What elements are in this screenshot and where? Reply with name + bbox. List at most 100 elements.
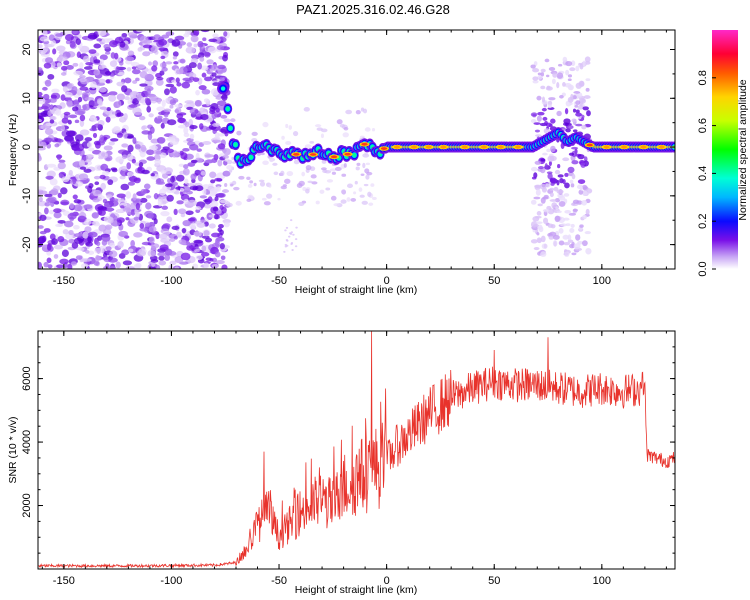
noise-blob <box>575 100 581 106</box>
noise-blob <box>72 30 79 35</box>
noise-blob <box>219 204 224 210</box>
noise-blob <box>131 91 139 96</box>
noise-blob <box>532 80 539 84</box>
noise-blob <box>186 242 192 247</box>
noise-blob <box>136 94 142 101</box>
noise-blob <box>108 91 118 96</box>
noise-blob <box>117 241 124 249</box>
noise-blob <box>116 112 124 117</box>
noise-blob <box>201 245 207 252</box>
noise-blob <box>548 160 552 167</box>
noise-blob <box>197 52 205 59</box>
noise-blob <box>68 238 75 244</box>
noise-blob <box>146 88 151 96</box>
noise-blob <box>218 223 224 229</box>
y-tick-label: -20 <box>21 237 33 253</box>
noise-blob <box>62 229 69 235</box>
noise-blob <box>64 33 74 41</box>
noise-blob <box>217 159 223 167</box>
noise-blob <box>557 63 563 67</box>
noise-blob <box>150 259 159 263</box>
noise-blob <box>56 62 62 68</box>
noise-blob <box>108 257 118 263</box>
noise-blob <box>111 111 117 115</box>
noise-blob <box>567 74 573 78</box>
noise-blob <box>57 236 65 243</box>
noise-blob <box>184 178 189 185</box>
noise-blob <box>109 60 118 67</box>
noise-blob <box>161 205 169 210</box>
noise-blob <box>152 60 159 67</box>
noise-blob <box>61 176 70 183</box>
noise-blob <box>123 131 128 139</box>
noise-blob <box>49 98 57 103</box>
noise-blob <box>111 127 121 133</box>
noise-blob <box>56 154 62 161</box>
noise-blob <box>60 125 65 132</box>
noise-blob <box>326 179 334 183</box>
noise-blob <box>139 223 145 229</box>
noise-blob <box>38 196 43 203</box>
noise-blob <box>578 100 584 106</box>
noise-blob <box>127 248 134 253</box>
noise-blob <box>559 177 564 184</box>
noise-blob <box>238 175 245 180</box>
noise-blob <box>556 110 562 117</box>
noise-blob <box>355 109 361 115</box>
noise-blob <box>126 135 135 139</box>
noise-blob <box>67 263 73 269</box>
noise-blob <box>568 152 575 156</box>
noise-blob <box>361 200 368 205</box>
noise-blob <box>136 250 147 257</box>
noise-blob <box>204 204 212 209</box>
noise-blob <box>110 52 116 59</box>
noise-blob <box>38 91 43 97</box>
noise-blob <box>214 132 220 139</box>
noise-blob <box>79 129 90 136</box>
noise-blob <box>217 143 226 150</box>
noise-blob <box>368 202 374 206</box>
noise-blob <box>91 221 97 226</box>
noise-blob <box>569 227 575 234</box>
noise-blob <box>135 77 140 82</box>
noise-blob <box>140 144 147 153</box>
noise-blob <box>537 75 543 80</box>
noise-blob <box>77 96 83 103</box>
noise-blob <box>75 38 81 45</box>
noise-blob <box>214 196 219 202</box>
noise-blob <box>290 242 294 245</box>
noise-blob <box>153 149 162 155</box>
bottom-y-ticks: 2000 4000 6000 <box>21 330 675 570</box>
noise-blob <box>310 174 317 179</box>
figure-title: PAZ1.2025.316.02.46.G28 <box>296 2 450 17</box>
noise-blob <box>584 56 591 63</box>
noise-blob <box>45 175 54 180</box>
noise-blob <box>94 123 101 128</box>
noise-blob <box>253 182 257 187</box>
noise-blob <box>144 97 150 104</box>
noise-blob <box>75 134 84 142</box>
noise-blob <box>217 100 227 106</box>
noise-blob <box>73 237 84 244</box>
noise-blob <box>61 72 67 76</box>
noise-blob <box>216 186 222 192</box>
noise-blob <box>350 197 357 202</box>
spectrogram-speckle <box>38 30 593 269</box>
noise-blob <box>116 100 122 108</box>
noise-blob <box>132 98 140 105</box>
noise-blob <box>535 221 543 225</box>
noise-blob <box>118 230 129 238</box>
noise-blob <box>156 76 164 81</box>
noise-blob <box>46 163 57 168</box>
noise-blob <box>556 189 564 194</box>
noise-blob <box>321 159 327 164</box>
noise-blob <box>295 226 298 229</box>
noise-blob <box>98 65 105 70</box>
noise-blob <box>60 94 66 101</box>
noise-blob <box>136 30 147 33</box>
noise-blob <box>226 159 233 165</box>
noise-blob <box>133 216 140 221</box>
noise-blob <box>562 82 566 87</box>
noise-blob <box>79 75 86 79</box>
